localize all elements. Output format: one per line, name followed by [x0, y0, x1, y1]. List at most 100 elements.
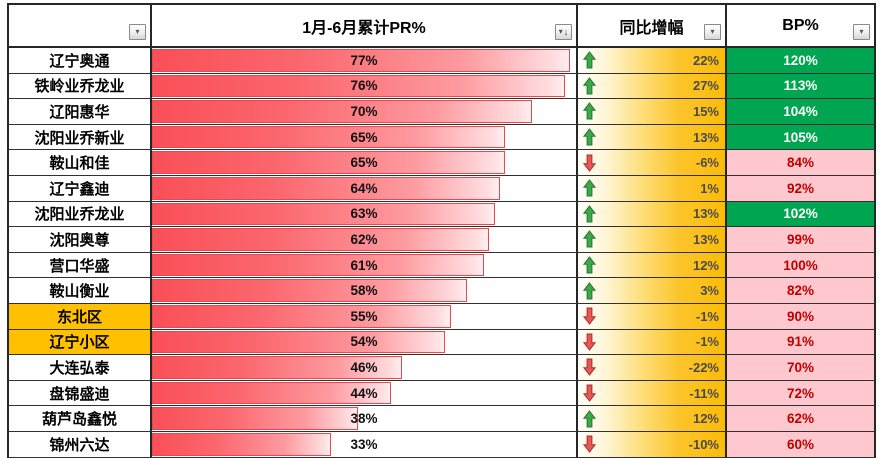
dealer-name-cell[interactable]: 沈阳业乔龙业 [7, 201, 152, 227]
dealer-name-cell[interactable]: 铁岭业乔龙业 [7, 73, 152, 99]
yoy-value-label: -1% [695, 334, 719, 350]
yoy-cell[interactable]: -1% [578, 329, 727, 355]
table-row: 盘锦盛迪 44% -11% 72% [7, 380, 876, 407]
dealer-name-cell[interactable]: 葫芦岛鑫悦 [7, 406, 152, 431]
dealer-name-cell[interactable]: 大连弘泰 [7, 355, 152, 380]
dealer-name-label: 盘锦盛迪 [49, 385, 110, 403]
pr-databar-cell[interactable]: 61% [152, 252, 578, 278]
dealer-name-label: 营口华盛 [49, 257, 110, 275]
yoy-arrow-icon [583, 128, 596, 146]
bp-cell[interactable]: 99% [727, 227, 876, 252]
pr-databar-cell[interactable]: 63% [152, 201, 578, 227]
up-arrow-icon [583, 102, 596, 120]
dealer-name-cell[interactable]: 辽宁奥通 [7, 48, 152, 73]
bp-cell[interactable]: 60% [727, 431, 876, 457]
yoy-cell[interactable]: 13% [578, 201, 727, 227]
filter-sort-descending-button[interactable]: ▾ ↓ [555, 24, 572, 40]
down-arrow-icon [583, 154, 596, 172]
yoy-value-label: 13% [692, 129, 719, 145]
table-row: 沈阳业乔龙业 63% 13% 102% [7, 201, 876, 228]
bp-cell[interactable]: 104% [727, 99, 876, 124]
pr-databar-cell[interactable]: 76% [152, 73, 578, 99]
yoy-cell[interactable]: 27% [578, 73, 727, 99]
pr-databar-cell[interactable]: 77% [152, 48, 578, 73]
dealer-name-cell[interactable]: 沈阳业乔新业 [7, 124, 152, 150]
yoy-cell[interactable]: -22% [578, 355, 727, 380]
yoy-arrow-icon [583, 230, 596, 248]
yoy-cell[interactable]: -1% [578, 303, 727, 329]
yoy-value-label: 13% [692, 206, 719, 222]
pr-databar-cell[interactable]: 62% [152, 227, 578, 252]
yoy-cell[interactable]: 13% [578, 227, 727, 252]
bp-cell[interactable]: 120% [727, 48, 876, 73]
header-cell-pr[interactable]: 1月-6月累计PR% ▾ ↓ [152, 5, 578, 46]
filter-dropdown-button[interactable]: ▾ [853, 24, 870, 40]
bp-cell[interactable]: 113% [727, 73, 876, 99]
up-arrow-icon [583, 256, 596, 274]
bp-cell[interactable]: 72% [727, 380, 876, 406]
dealer-name-cell[interactable]: 辽宁小区 [7, 329, 152, 355]
yoy-arrow-icon [583, 333, 596, 351]
pr-databar-cell[interactable]: 64% [152, 175, 578, 201]
yoy-arrow-icon [583, 435, 596, 454]
filter-dropdown-button[interactable]: ▾ [129, 24, 146, 40]
dealer-name-label: 鞍山衡业 [49, 283, 110, 301]
dealer-name-label: 沈阳业乔新业 [34, 129, 125, 147]
dealer-name-cell[interactable]: 辽宁鑫迪 [7, 175, 152, 201]
dealer-name-cell[interactable]: 辽阳惠华 [7, 99, 152, 124]
pr-databar-cell[interactable]: 65% [152, 124, 578, 150]
header-cell-yoy[interactable]: 同比增幅 ▾ [578, 5, 727, 46]
yoy-arrow-icon [583, 179, 596, 197]
yoy-arrow-icon [583, 358, 596, 377]
yoy-cell[interactable]: 12% [578, 406, 727, 431]
dealer-name-cell[interactable]: 鞍山和佳 [7, 150, 152, 175]
filter-dropdown-button[interactable]: ▾ [704, 24, 721, 40]
pr-databar-cell[interactable]: 65% [152, 150, 578, 175]
pr-databar [152, 228, 490, 251]
yoy-cell[interactable]: 3% [578, 278, 727, 303]
bp-value-label: 99% [786, 231, 815, 247]
bp-cell[interactable]: 105% [727, 124, 876, 150]
yoy-cell[interactable]: 13% [578, 124, 727, 150]
yoy-cell[interactable]: -10% [578, 431, 727, 457]
bp-cell[interactable]: 102% [727, 201, 876, 227]
yoy-cell[interactable]: -6% [578, 150, 727, 175]
pr-databar-cell[interactable]: 33% [152, 431, 578, 457]
dealer-name-cell[interactable]: 东北区 [7, 303, 152, 329]
pr-databar-cell[interactable]: 54% [152, 329, 578, 355]
pr-databar-cell[interactable]: 58% [152, 278, 578, 303]
pr-databar [152, 74, 565, 98]
bp-cell[interactable]: 92% [727, 175, 876, 201]
dealer-name-cell[interactable]: 盘锦盛迪 [7, 380, 152, 406]
pr-databar-cell[interactable]: 55% [152, 303, 578, 329]
bp-cell[interactable]: 82% [727, 278, 876, 303]
pr-databar-cell[interactable]: 44% [152, 380, 578, 406]
bp-cell[interactable]: 84% [727, 150, 876, 175]
bp-cell[interactable]: 90% [727, 303, 876, 329]
yoy-cell[interactable]: 1% [578, 175, 727, 201]
yoy-cell[interactable]: 22% [578, 48, 727, 73]
yoy-value-label: 22% [692, 52, 719, 68]
yoy-cell[interactable]: 15% [578, 99, 727, 124]
bp-cell[interactable]: 62% [727, 406, 876, 431]
header-cell-bp[interactable]: BP% ▾ [727, 5, 876, 46]
yoy-cell[interactable]: 12% [578, 252, 727, 278]
dealer-name-cell[interactable]: 鞍山衡业 [7, 278, 152, 303]
yoy-value-label: 12% [692, 257, 719, 273]
dealer-name-cell[interactable]: 锦州六达 [7, 431, 152, 457]
filter-dropdown-icon: ▾ [135, 27, 140, 36]
header-cell-name[interactable]: ▾ [7, 5, 152, 46]
pr-databar [152, 151, 506, 174]
bp-cell[interactable]: 70% [727, 355, 876, 380]
bp-cell[interactable]: 100% [727, 252, 876, 278]
dealer-name-cell[interactable]: 沈阳奥尊 [7, 227, 152, 252]
yoy-arrow-icon [583, 102, 596, 120]
spreadsheet-table: ▾ 1月-6月累计PR% ▾ ↓ 同比增幅 ▾ BP% ▾ 辽宁奥通 [7, 3, 876, 458]
pr-databar-cell[interactable]: 46% [152, 355, 578, 380]
pr-databar-cell[interactable]: 38% [152, 406, 578, 431]
yoy-cell[interactable]: -11% [578, 380, 727, 406]
pr-databar-cell[interactable]: 70% [152, 99, 578, 124]
bp-cell[interactable]: 91% [727, 329, 876, 355]
yoy-arrow-icon [583, 307, 596, 326]
dealer-name-cell[interactable]: 营口华盛 [7, 252, 152, 278]
